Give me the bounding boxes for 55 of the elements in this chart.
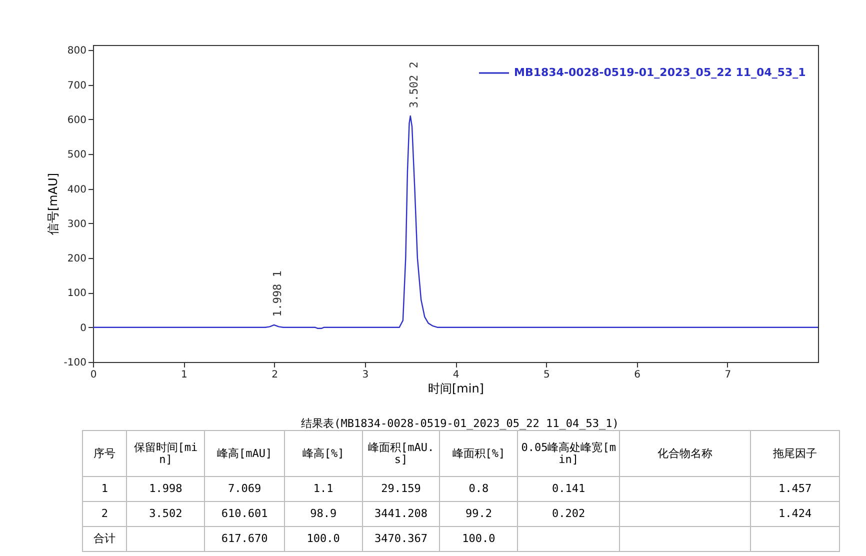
x-tick-label: 7 xyxy=(724,370,732,380)
text: 617.670 xyxy=(204,526,284,552)
y-tick-label: 600 xyxy=(67,114,86,126)
text: 序号 xyxy=(82,430,127,476)
text: 1.998 xyxy=(126,476,205,502)
text: 拖尾因子 xyxy=(750,430,840,476)
text: 峰面积[%] xyxy=(440,430,518,476)
text: 98.9 xyxy=(284,502,362,526)
text: 29.159 xyxy=(362,476,440,502)
x-tick-label: 6 xyxy=(634,370,640,380)
text: 1 xyxy=(82,476,127,502)
text: 3470.367 xyxy=(362,526,440,552)
line-series xyxy=(92,115,819,329)
y-tick-label: 400 xyxy=(67,184,86,196)
y-tick-label: 700 xyxy=(67,80,86,92)
text: 99.2 xyxy=(440,502,518,526)
text: 0.202 xyxy=(518,502,620,526)
text: 结果表(MB1834-0028-0519-01_2023_05_22 11_04_53_1) xyxy=(300,416,620,431)
annotation: 1.998 1 xyxy=(271,270,284,317)
y-tick-label: 100 xyxy=(67,288,86,300)
text: 3.502 xyxy=(126,502,205,526)
x-tick-label: 1 xyxy=(180,370,188,380)
text: 峰高[%] xyxy=(284,430,362,476)
text: 100.0 xyxy=(284,526,362,552)
y-tick-label: 500 xyxy=(67,150,86,161)
text: 峰高[mAU] xyxy=(204,430,284,476)
x-tick-label: 4 xyxy=(452,370,460,380)
text: 100.0 xyxy=(440,526,518,552)
text: 峰面积[mAU.s] xyxy=(362,430,440,476)
text: 化合物名称 xyxy=(620,430,751,476)
text: 7.069 xyxy=(204,476,284,502)
x-tick-label: 3 xyxy=(362,370,369,380)
text: 1.1 xyxy=(284,476,362,502)
y-tick-label: -100 xyxy=(64,358,86,368)
text: 3441.208 xyxy=(362,502,440,526)
text: 0.141 xyxy=(518,476,620,502)
text: 2 xyxy=(82,502,127,526)
text: 保留时间[min] xyxy=(126,430,205,476)
text: 0.8 xyxy=(440,476,518,502)
x-axis-title: 时间[min] xyxy=(428,382,484,396)
text: 610.601 xyxy=(204,502,284,526)
text: 0.05峰高处峰宽[min] xyxy=(518,430,620,476)
x-tick-label: 5 xyxy=(543,370,550,380)
text: 1.424 xyxy=(750,502,840,526)
legend-label: MB1834-0028-0519-01_2023_05_22 11_04_53_1 xyxy=(514,66,806,79)
y-tick-label: 200 xyxy=(67,254,86,265)
y-tick-label: 0 xyxy=(80,322,86,334)
y-tick-label: 300 xyxy=(67,218,86,230)
y-axis-title: 信号[mAU] xyxy=(46,172,60,236)
text: 1.457 xyxy=(750,476,840,502)
x-tick-label: 2 xyxy=(272,370,278,380)
y-tick-label: 800 xyxy=(67,46,86,57)
x-tick-label: 0 xyxy=(90,370,97,380)
text: 合计 xyxy=(82,526,127,552)
annotation: 3.502 2 xyxy=(407,62,420,108)
